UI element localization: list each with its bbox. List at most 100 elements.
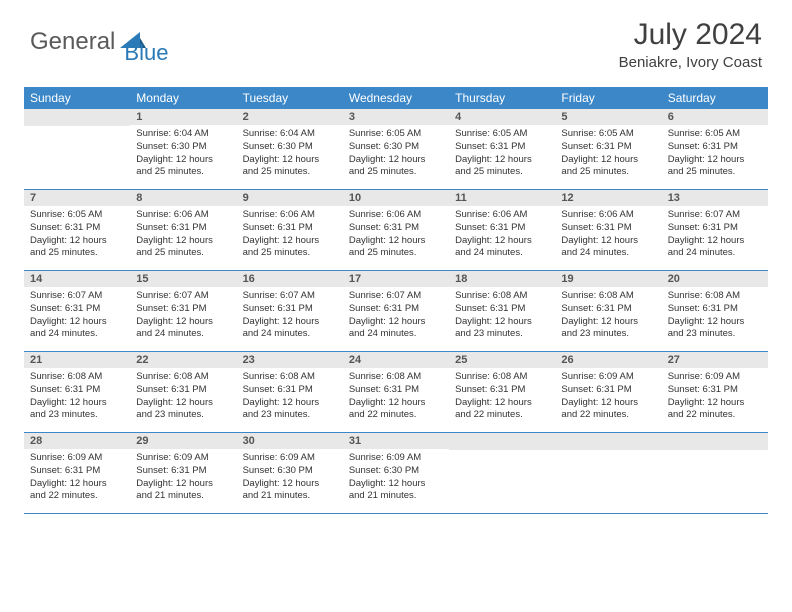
day-content: Sunrise: 6:05 AMSunset: 6:31 PMDaylight:… [24,206,130,266]
day-content: Sunrise: 6:08 AMSunset: 6:31 PMDaylight:… [662,287,768,347]
daylight2-text: and 24 minutes. [136,328,230,341]
sunset-text: Sunset: 6:31 PM [243,303,337,316]
day-cell: 27Sunrise: 6:09 AMSunset: 6:31 PMDayligh… [662,352,768,432]
title-block: July 2024 Beniakre, Ivory Coast [619,18,762,71]
sunset-text: Sunset: 6:31 PM [243,222,337,235]
day-header-thursday: Thursday [449,87,555,109]
day-cell: 3Sunrise: 6:05 AMSunset: 6:30 PMDaylight… [343,109,449,189]
sunrise-text: Sunrise: 6:07 AM [668,209,762,222]
day-number: 17 [343,271,449,287]
day-number: 20 [662,271,768,287]
daylight2-text: and 25 minutes. [455,166,549,179]
day-header-tuesday: Tuesday [237,87,343,109]
daylight2-text: and 21 minutes. [136,490,230,503]
day-content: Sunrise: 6:07 AMSunset: 6:31 PMDaylight:… [130,287,236,347]
day-cell: 20Sunrise: 6:08 AMSunset: 6:31 PMDayligh… [662,271,768,351]
daylight1-text: Daylight: 12 hours [243,397,337,410]
sunset-text: Sunset: 6:31 PM [30,465,124,478]
daylight1-text: Daylight: 12 hours [561,154,655,167]
logo: General Blue [30,18,168,66]
sunrise-text: Sunrise: 6:08 AM [668,290,762,303]
day-content: Sunrise: 6:07 AMSunset: 6:31 PMDaylight:… [343,287,449,347]
daylight1-text: Daylight: 12 hours [30,235,124,248]
day-cell: 14Sunrise: 6:07 AMSunset: 6:31 PMDayligh… [24,271,130,351]
daylight1-text: Daylight: 12 hours [243,316,337,329]
sunset-text: Sunset: 6:31 PM [561,141,655,154]
day-number: 15 [130,271,236,287]
sunset-text: Sunset: 6:31 PM [136,384,230,397]
daylight2-text: and 21 minutes. [243,490,337,503]
day-number: 3 [343,109,449,125]
day-content: Sunrise: 6:08 AMSunset: 6:31 PMDaylight:… [449,287,555,347]
sunrise-text: Sunrise: 6:07 AM [243,290,337,303]
sunrise-text: Sunrise: 6:09 AM [30,452,124,465]
daylight2-text: and 24 minutes. [561,247,655,260]
daylight1-text: Daylight: 12 hours [243,235,337,248]
day-number: 9 [237,190,343,206]
day-cell: 16 Sunrise: 6:07 AMSunset: 6:31 PMDayligh… [237,271,343,351]
month-title: July 2024 [619,18,762,52]
day-number: 23 [237,352,343,368]
day-content: Sunrise: 6:09 AMSunset: 6:30 PMDaylight:… [343,449,449,509]
day-cell [555,433,661,513]
daylight1-text: Daylight: 12 hours [136,316,230,329]
daylight2-text: and 23 minutes. [668,328,762,341]
logo-text-blue: Blue [124,40,168,66]
sunset-text: Sunset: 6:31 PM [30,303,124,316]
day-cell: 5Sunrise: 6:05 AMSunset: 6:31 PMDaylight… [555,109,661,189]
day-cell: 28Sunrise: 6:09 AMSunset: 6:31 PMDayligh… [24,433,130,513]
daylight2-text: and 22 minutes. [349,409,443,422]
day-number: 16 [237,271,343,287]
day-number: 25 [449,352,555,368]
day-header-saturday: Saturday [662,87,768,109]
day-cell [24,109,130,189]
day-cell: 31Sunrise: 6:09 AMSunset: 6:30 PMDayligh… [343,433,449,513]
daylight1-text: Daylight: 12 hours [30,316,124,329]
sunrise-text: Sunrise: 6:08 AM [349,371,443,384]
day-number: 24 [343,352,449,368]
daylight2-text: and 25 minutes. [136,166,230,179]
day-number: 31 [343,433,449,449]
sunset-text: Sunset: 6:31 PM [243,384,337,397]
day-cell: 15Sunrise: 6:07 AMSunset: 6:31 PMDayligh… [130,271,236,351]
day-number: 5 [555,109,661,125]
sunset-text: Sunset: 6:31 PM [30,384,124,397]
sunset-text: Sunset: 6:31 PM [349,222,443,235]
sunrise-text: Sunrise: 6:09 AM [561,371,655,384]
day-number: 21 [24,352,130,368]
day-cell [449,433,555,513]
empty-day-number [555,433,661,450]
daylight1-text: Daylight: 12 hours [349,397,443,410]
daylight1-text: Daylight: 12 hours [455,397,549,410]
day-cell: 13Sunrise: 6:07 AMSunset: 6:31 PMDayligh… [662,190,768,270]
day-header-wednesday: Wednesday [343,87,449,109]
daylight1-text: Daylight: 12 hours [561,316,655,329]
day-content: Sunrise: 6:06 AMSunset: 6:31 PMDaylight:… [237,206,343,266]
daylight2-text: and 25 minutes. [243,247,337,260]
day-number: 29 [130,433,236,449]
empty-day-number [449,433,555,450]
sunset-text: Sunset: 6:31 PM [561,384,655,397]
day-header-row: Sunday Monday Tuesday Wednesday Thursday… [24,87,768,109]
sunrise-text: Sunrise: 6:06 AM [136,209,230,222]
day-content: Sunrise: 6:05 AMSunset: 6:31 PMDaylight:… [449,125,555,185]
daylight1-text: Daylight: 12 hours [243,154,337,167]
day-number: 22 [130,352,236,368]
day-number: 11 [449,190,555,206]
daylight1-text: Daylight: 12 hours [136,235,230,248]
sunrise-text: Sunrise: 6:07 AM [30,290,124,303]
day-number: 30 [237,433,343,449]
logo-text-general: General [30,28,115,56]
daylight1-text: Daylight: 12 hours [243,478,337,491]
sunrise-text: Sunrise: 6:05 AM [349,128,443,141]
daylight2-text: and 23 minutes. [561,328,655,341]
daylight1-text: Daylight: 12 hours [30,478,124,491]
daylight2-text: and 22 minutes. [30,490,124,503]
empty-day-number [24,109,130,126]
sunset-text: Sunset: 6:31 PM [136,222,230,235]
day-cell: 10Sunrise: 6:06 AMSunset: 6:31 PMDayligh… [343,190,449,270]
day-cell: 2Sunrise: 6:04 AMSunset: 6:30 PMDaylight… [237,109,343,189]
day-cell: 4Sunrise: 6:05 AMSunset: 6:31 PMDaylight… [449,109,555,189]
day-content: Sunrise: 6:08 AMSunset: 6:31 PMDaylight:… [237,368,343,428]
day-number: 10 [343,190,449,206]
